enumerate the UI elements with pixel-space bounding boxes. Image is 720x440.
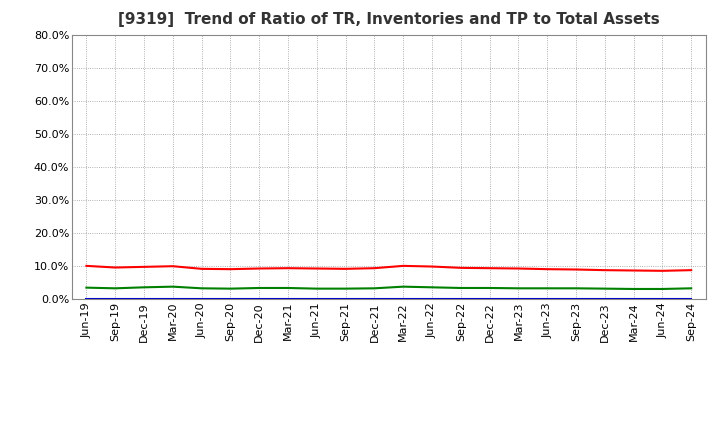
Inventories [255, 296, 264, 301]
Trade Receivables [255, 266, 264, 271]
Trade Payables [82, 285, 91, 290]
Inventories [629, 296, 638, 301]
Trade Payables [312, 286, 321, 291]
Inventories [514, 296, 523, 301]
Trade Payables [197, 286, 206, 291]
Trade Payables [140, 285, 148, 290]
Trade Receivables [370, 266, 379, 271]
Trade Receivables [312, 266, 321, 271]
Trade Receivables [82, 263, 91, 268]
Title: [9319]  Trend of Ratio of TR, Inventories and TP to Total Assets: [9319] Trend of Ratio of TR, Inventories… [118, 12, 660, 27]
Inventories [168, 296, 177, 301]
Line: Trade Receivables: Trade Receivables [86, 266, 691, 271]
Inventories [312, 296, 321, 301]
Trade Receivables [687, 268, 696, 273]
Trade Receivables [168, 264, 177, 269]
Trade Receivables [572, 267, 580, 272]
Inventories [197, 296, 206, 301]
Inventories [456, 296, 465, 301]
Trade Receivables [456, 265, 465, 271]
Trade Payables [341, 286, 350, 291]
Trade Payables [168, 284, 177, 290]
Trade Payables [658, 286, 667, 292]
Trade Payables [226, 286, 235, 291]
Trade Payables [485, 286, 494, 291]
Trade Receivables [514, 266, 523, 271]
Trade Receivables [543, 267, 552, 272]
Inventories [687, 296, 696, 301]
Trade Payables [687, 286, 696, 291]
Inventories [543, 296, 552, 301]
Trade Receivables [140, 264, 148, 269]
Trade Payables [456, 286, 465, 291]
Trade Receivables [428, 264, 436, 269]
Trade Payables [600, 286, 609, 291]
Inventories [284, 296, 292, 301]
Trade Receivables [111, 265, 120, 270]
Trade Receivables [600, 268, 609, 273]
Inventories [600, 296, 609, 301]
Inventories [399, 296, 408, 301]
Trade Receivables [658, 268, 667, 274]
Trade Receivables [399, 263, 408, 268]
Inventories [226, 296, 235, 301]
Line: Trade Payables: Trade Payables [86, 287, 691, 289]
Inventories [485, 296, 494, 301]
Inventories [82, 296, 91, 301]
Inventories [572, 296, 580, 301]
Trade Payables [399, 284, 408, 290]
Inventories [111, 296, 120, 301]
Trade Payables [111, 286, 120, 291]
Trade Receivables [226, 267, 235, 272]
Trade Payables [629, 286, 638, 292]
Inventories [428, 296, 436, 301]
Trade Receivables [629, 268, 638, 273]
Inventories [658, 296, 667, 301]
Trade Payables [284, 286, 292, 291]
Inventories [341, 296, 350, 301]
Trade Receivables [197, 266, 206, 271]
Trade Payables [543, 286, 552, 291]
Trade Receivables [485, 266, 494, 271]
Trade Payables [370, 286, 379, 291]
Trade Payables [428, 285, 436, 290]
Trade Receivables [341, 266, 350, 271]
Trade Receivables [284, 266, 292, 271]
Inventories [370, 296, 379, 301]
Trade Payables [255, 286, 264, 291]
Trade Payables [514, 286, 523, 291]
Inventories [140, 296, 148, 301]
Trade Payables [572, 286, 580, 291]
